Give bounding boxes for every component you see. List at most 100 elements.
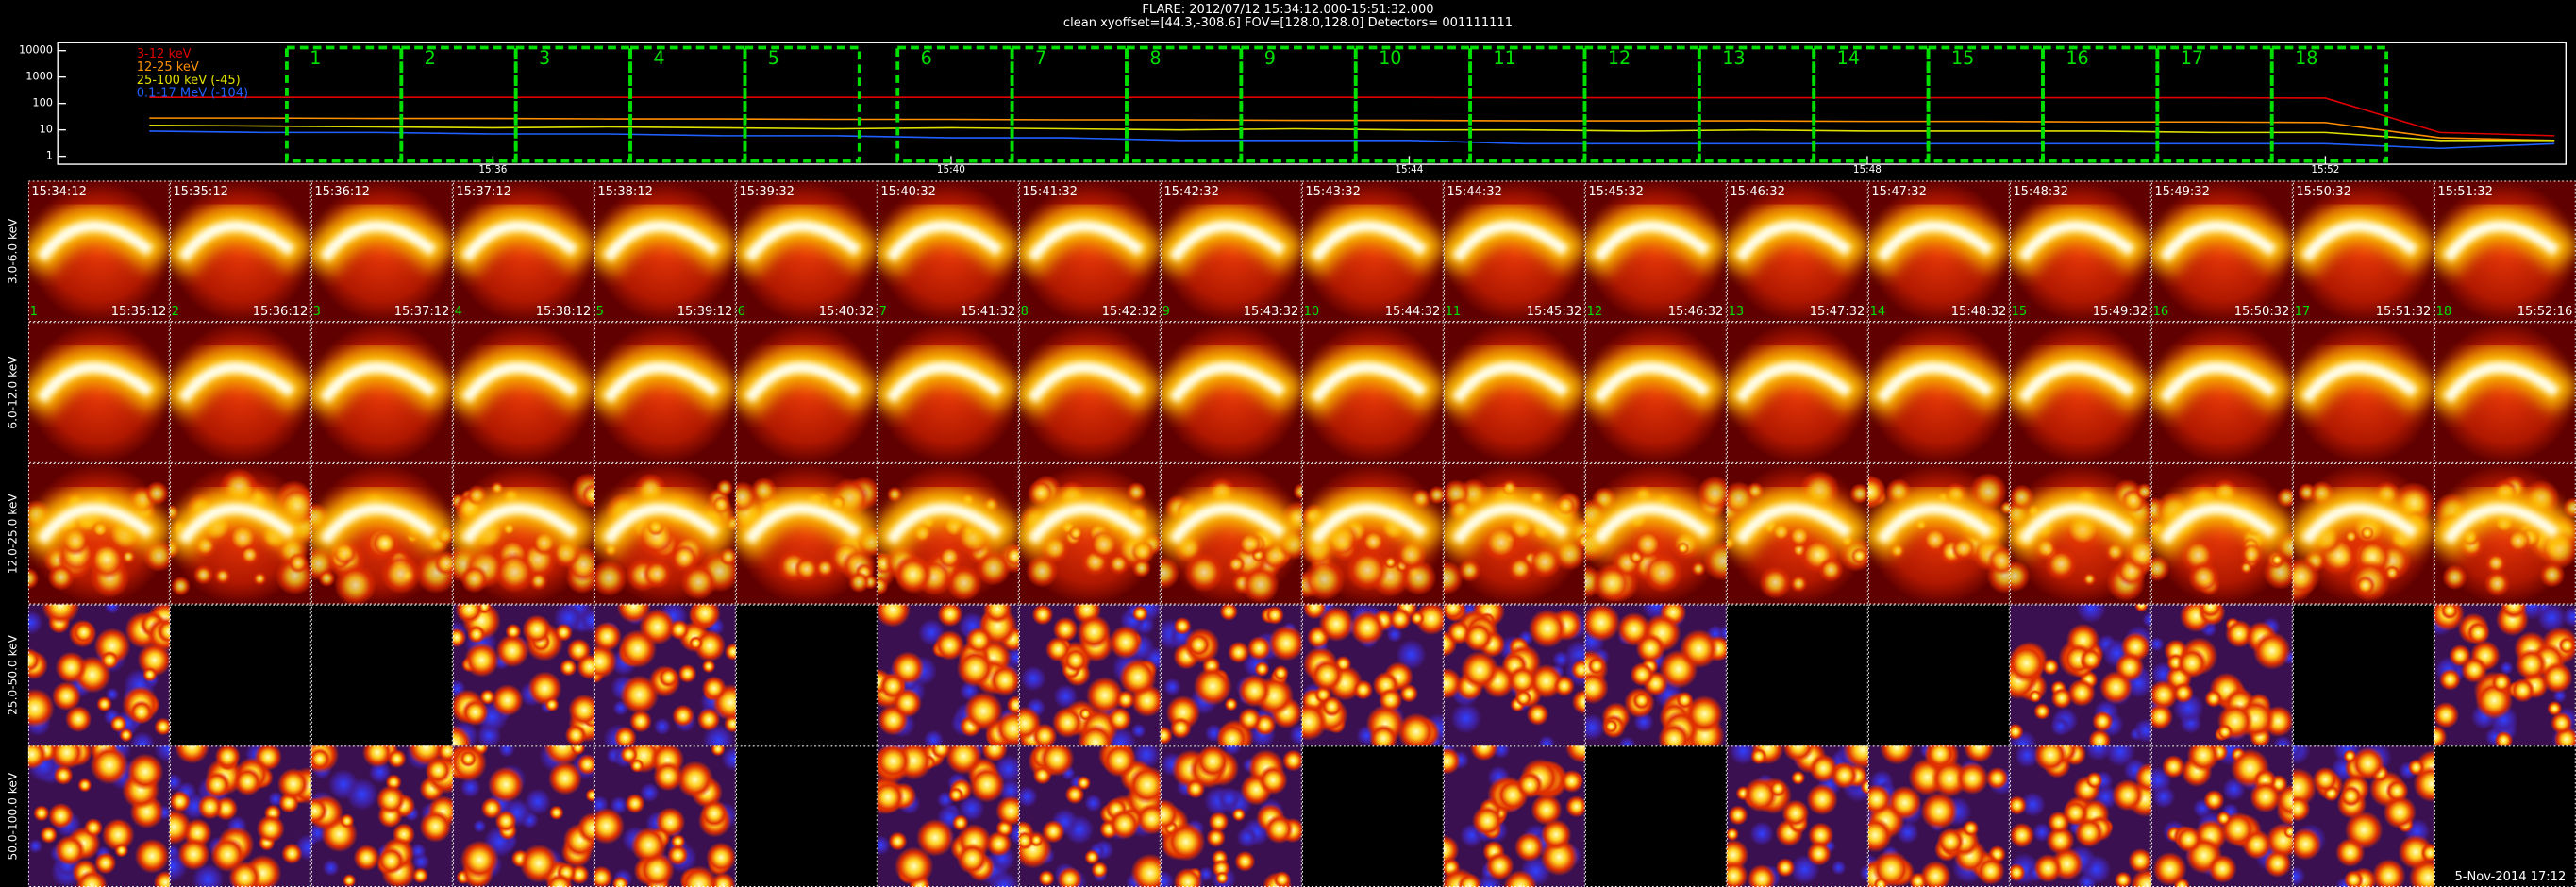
- tile-number: 16: [2153, 305, 2169, 319]
- image-tile: [1018, 322, 1161, 463]
- image-tile: [2150, 745, 2293, 887]
- series-line: [149, 117, 2555, 142]
- image-tile: [1726, 604, 1868, 746]
- image-tile: [310, 462, 453, 605]
- row-label: 12.0-25.0 keV: [7, 494, 20, 575]
- image-tile: 15:43:32 15:44:32 10: [1301, 180, 1444, 323]
- interval-label: 15: [1951, 47, 1974, 69]
- end-time: 15:47:32: [1810, 305, 1865, 319]
- image-tile: [594, 745, 736, 887]
- interval-label: 11: [1493, 47, 1515, 69]
- end-time: 15:35:12: [111, 305, 167, 319]
- x-tick-label: 15:44: [1395, 164, 1423, 176]
- legend-label: 12-25 keV: [137, 60, 199, 75]
- interval-label: 4: [653, 47, 664, 69]
- image-tile: [877, 322, 1019, 463]
- image-tile: [1301, 745, 1444, 887]
- legend-label: 0.1-17 MeV (-104): [137, 87, 248, 101]
- image-tile: [1018, 462, 1161, 605]
- image-tile: [1160, 745, 1302, 887]
- y-tick-label: 1000: [25, 71, 53, 83]
- image-tile: 15:41:32 15:42:32 8: [1018, 180, 1161, 323]
- image-tile: [452, 462, 594, 605]
- image-tile: [310, 745, 453, 887]
- interval-label: 10: [1379, 47, 1401, 69]
- image-tile: [1726, 322, 1868, 463]
- start-time: 15:45:32: [1588, 185, 1644, 199]
- interval-label: 17: [2181, 47, 2203, 69]
- start-time: 15:35:12: [173, 185, 228, 199]
- image-tile: 15:49:32 15:50:32 16: [2150, 180, 2293, 323]
- y-tick-label: 100: [32, 97, 53, 109]
- tile-number: 7: [879, 305, 887, 319]
- image-tile: [1160, 604, 1302, 746]
- image-tile: [2434, 322, 2576, 463]
- tile-number: 9: [1163, 305, 1170, 319]
- tile-number: 13: [1729, 305, 1745, 319]
- start-time: 15:39:32: [739, 185, 795, 199]
- interval-label: 2: [425, 47, 436, 69]
- image-tile: [1443, 462, 1585, 605]
- interval-box: [1125, 45, 1244, 163]
- image-tile: 15:45:32 15:46:32 12: [1584, 180, 1727, 323]
- end-time: 15:39:12: [677, 305, 733, 319]
- end-time: 15:45:32: [1527, 305, 1582, 319]
- image-tile: 15:35:12 15:36:12 2: [169, 180, 311, 323]
- series-line: [149, 96, 2555, 137]
- image-tile: [1584, 745, 1727, 887]
- image-tile: 15:42:32 15:43:32 9: [1160, 180, 1302, 323]
- end-time: 15:38:12: [536, 305, 592, 319]
- image-tile: [1301, 462, 1444, 605]
- image-tile: [169, 322, 311, 463]
- image-tile: [1301, 322, 1444, 463]
- image-tile: 15:40:32 15:41:32 7: [877, 180, 1019, 323]
- image-tile: [1301, 604, 1444, 746]
- image-tile: [2292, 745, 2434, 887]
- tile-number: 14: [1870, 305, 1886, 319]
- start-time: 15:43:32: [1305, 185, 1361, 199]
- y-tick-label: 1: [46, 150, 53, 162]
- image-tile: [1018, 604, 1161, 746]
- interval-box: [1353, 45, 1473, 163]
- legend-label: 3-12 keV: [137, 47, 192, 61]
- start-time: 15:46:32: [1730, 185, 1785, 199]
- start-time: 15:34:12: [31, 185, 87, 199]
- image-tile: [735, 462, 878, 605]
- tile-number: 4: [455, 305, 462, 319]
- header-subtitle: clean xyoffset=[44.3,-308.6] FOV=[128.0,…: [1063, 16, 1513, 30]
- x-tick-label: 15:48: [1853, 164, 1882, 176]
- image-tile: [27, 745, 170, 887]
- image-tile: [2150, 322, 2293, 463]
- image-tile: [735, 322, 878, 463]
- tile-number: 11: [1446, 305, 1462, 319]
- image-tile: [1584, 322, 1727, 463]
- interval-label: 13: [1722, 47, 1745, 69]
- row-label: 6.0-12.0 keV: [7, 356, 20, 429]
- end-time: 15:50:32: [2234, 305, 2290, 319]
- end-time: 15:48:32: [1951, 305, 2007, 319]
- image-tile: [27, 604, 170, 746]
- start-time: 15:49:32: [2154, 185, 2210, 199]
- tile-number: 15: [2012, 305, 2028, 319]
- end-time: 15:42:32: [1102, 305, 1158, 319]
- end-time: 15:40:32: [819, 305, 875, 319]
- image-tile: [735, 604, 878, 746]
- interval-label: 3: [539, 47, 550, 69]
- interval-box: [1239, 45, 1358, 163]
- series-line: [149, 124, 2555, 142]
- tile-number: 10: [1304, 305, 1320, 319]
- interval-label: 12: [1608, 47, 1631, 69]
- image-tile: [27, 322, 170, 463]
- image-tile: [169, 745, 311, 887]
- interval-label: 16: [2066, 47, 2088, 69]
- row-label: 3.0-6.0 keV: [7, 218, 20, 284]
- image-tile: [2009, 604, 2151, 746]
- interval-label: 9: [1264, 47, 1276, 69]
- image-tile: 15:44:32 15:45:32 11: [1443, 180, 1585, 323]
- image-tile: 15:48:32 15:49:32 15: [2009, 180, 2151, 323]
- legend-label: 25-100 keV (-45): [137, 74, 241, 88]
- end-time: 15:43:32: [1244, 305, 1299, 319]
- interval-label: 6: [921, 47, 932, 69]
- image-tile: 15:39:32 15:40:32 6: [735, 180, 878, 323]
